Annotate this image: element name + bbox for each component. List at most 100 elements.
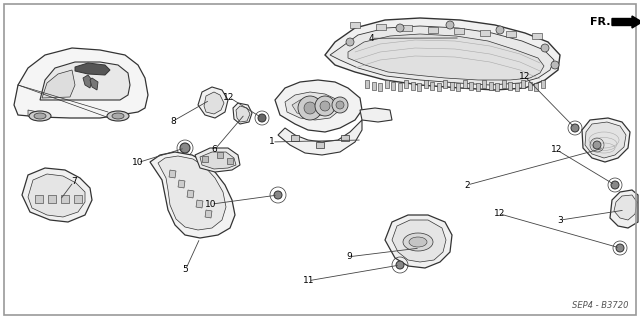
Circle shape (298, 96, 322, 120)
Polygon shape (350, 22, 360, 28)
Polygon shape (541, 80, 545, 88)
Circle shape (593, 141, 601, 149)
Polygon shape (75, 63, 110, 75)
Polygon shape (204, 92, 224, 114)
Polygon shape (391, 81, 395, 90)
Polygon shape (385, 80, 388, 88)
Text: 6: 6 (212, 145, 217, 154)
Polygon shape (521, 80, 525, 88)
Polygon shape (402, 25, 412, 31)
Polygon shape (316, 142, 324, 148)
Text: 2: 2 (465, 181, 470, 189)
Polygon shape (341, 135, 349, 141)
Ellipse shape (34, 113, 46, 119)
Circle shape (496, 26, 504, 34)
Text: 7: 7 (71, 177, 76, 186)
Ellipse shape (403, 233, 433, 251)
Circle shape (571, 124, 579, 132)
Polygon shape (61, 195, 69, 203)
Polygon shape (424, 80, 428, 88)
Ellipse shape (29, 111, 51, 121)
Text: 9: 9 (346, 252, 351, 261)
Polygon shape (527, 81, 531, 90)
Text: 3: 3 (557, 216, 563, 225)
Text: 11: 11 (303, 276, 314, 285)
Polygon shape (534, 83, 538, 91)
Circle shape (274, 191, 282, 199)
Polygon shape (178, 180, 185, 188)
Circle shape (396, 261, 404, 269)
Polygon shape (463, 80, 467, 88)
Polygon shape (480, 29, 490, 35)
Polygon shape (202, 156, 208, 162)
Polygon shape (397, 83, 401, 91)
Polygon shape (392, 220, 446, 262)
Polygon shape (454, 28, 464, 34)
Text: 1: 1 (269, 137, 275, 146)
Polygon shape (325, 18, 560, 90)
Polygon shape (436, 83, 440, 91)
Text: 12: 12 (493, 209, 505, 218)
Polygon shape (508, 81, 512, 90)
Polygon shape (488, 81, 493, 90)
Circle shape (315, 96, 335, 116)
Polygon shape (410, 81, 415, 90)
Circle shape (332, 97, 348, 113)
Circle shape (396, 24, 404, 32)
Polygon shape (14, 48, 148, 118)
Polygon shape (196, 200, 203, 208)
Polygon shape (195, 148, 240, 172)
Polygon shape (74, 195, 82, 203)
Polygon shape (35, 195, 43, 203)
Polygon shape (348, 34, 544, 80)
Polygon shape (456, 83, 460, 91)
Polygon shape (365, 80, 369, 88)
Polygon shape (169, 170, 176, 178)
Polygon shape (430, 81, 434, 90)
Polygon shape (330, 26, 554, 85)
Polygon shape (532, 33, 542, 39)
Circle shape (336, 101, 344, 109)
Text: 10: 10 (132, 158, 143, 167)
Polygon shape (417, 83, 421, 91)
Circle shape (616, 244, 624, 252)
Circle shape (541, 44, 549, 52)
Ellipse shape (409, 237, 427, 247)
Text: 5: 5 (183, 265, 188, 274)
Polygon shape (502, 80, 506, 88)
Circle shape (551, 61, 559, 69)
Text: FR.: FR. (590, 17, 611, 27)
Polygon shape (428, 26, 438, 33)
Polygon shape (22, 168, 92, 222)
Polygon shape (385, 215, 452, 268)
Circle shape (320, 101, 330, 111)
Polygon shape (449, 81, 454, 90)
Polygon shape (200, 152, 236, 169)
Polygon shape (291, 135, 299, 141)
Polygon shape (404, 80, 408, 88)
Polygon shape (40, 62, 130, 100)
Circle shape (346, 38, 354, 46)
Polygon shape (506, 31, 516, 37)
Text: 12: 12 (223, 93, 235, 102)
Polygon shape (614, 195, 637, 220)
Ellipse shape (107, 111, 129, 121)
Polygon shape (42, 70, 75, 98)
Polygon shape (582, 118, 630, 162)
Polygon shape (482, 80, 486, 88)
Circle shape (611, 181, 619, 189)
Polygon shape (476, 83, 479, 91)
Polygon shape (278, 120, 362, 155)
FancyArrow shape (612, 16, 640, 28)
Polygon shape (371, 81, 376, 90)
Text: 12: 12 (551, 145, 563, 154)
Text: SEP4 - B3720: SEP4 - B3720 (572, 301, 628, 310)
Polygon shape (150, 152, 235, 238)
Text: 10: 10 (205, 200, 217, 209)
Polygon shape (469, 81, 473, 90)
Circle shape (180, 143, 190, 153)
Polygon shape (376, 24, 386, 29)
Polygon shape (28, 110, 38, 118)
Polygon shape (48, 195, 56, 203)
Polygon shape (205, 210, 212, 218)
